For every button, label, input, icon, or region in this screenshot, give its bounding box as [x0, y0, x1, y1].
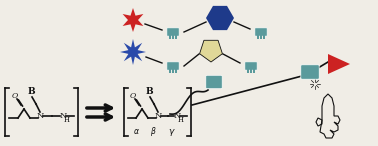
Text: N: N	[36, 112, 44, 120]
Text: H: H	[64, 116, 70, 124]
Text: B: B	[145, 87, 153, 97]
Text: β: β	[150, 127, 155, 137]
Text: γ: γ	[168, 127, 174, 137]
Text: O: O	[12, 92, 18, 100]
Polygon shape	[122, 8, 143, 32]
Bar	[172, 35, 174, 39]
FancyBboxPatch shape	[255, 28, 267, 36]
Text: α: α	[133, 127, 138, 137]
Text: O: O	[130, 92, 136, 100]
FancyBboxPatch shape	[245, 62, 257, 70]
Polygon shape	[206, 6, 234, 30]
Polygon shape	[200, 40, 222, 62]
Bar	[250, 69, 252, 73]
Bar	[263, 35, 265, 39]
Text: N: N	[154, 112, 162, 120]
Bar	[253, 69, 255, 73]
Text: N: N	[173, 112, 181, 120]
Polygon shape	[328, 54, 350, 74]
Text: N: N	[59, 112, 67, 120]
Bar	[260, 35, 262, 39]
Bar	[169, 69, 171, 73]
FancyBboxPatch shape	[167, 28, 179, 36]
Bar	[175, 69, 177, 73]
FancyBboxPatch shape	[206, 75, 222, 89]
Text: B: B	[27, 87, 35, 97]
Bar	[172, 69, 174, 73]
Bar	[175, 35, 177, 39]
Text: H: H	[178, 116, 183, 124]
Bar	[169, 35, 171, 39]
FancyBboxPatch shape	[167, 62, 179, 70]
Bar	[257, 35, 259, 39]
Polygon shape	[120, 39, 146, 65]
FancyBboxPatch shape	[301, 65, 319, 79]
Bar	[247, 69, 249, 73]
